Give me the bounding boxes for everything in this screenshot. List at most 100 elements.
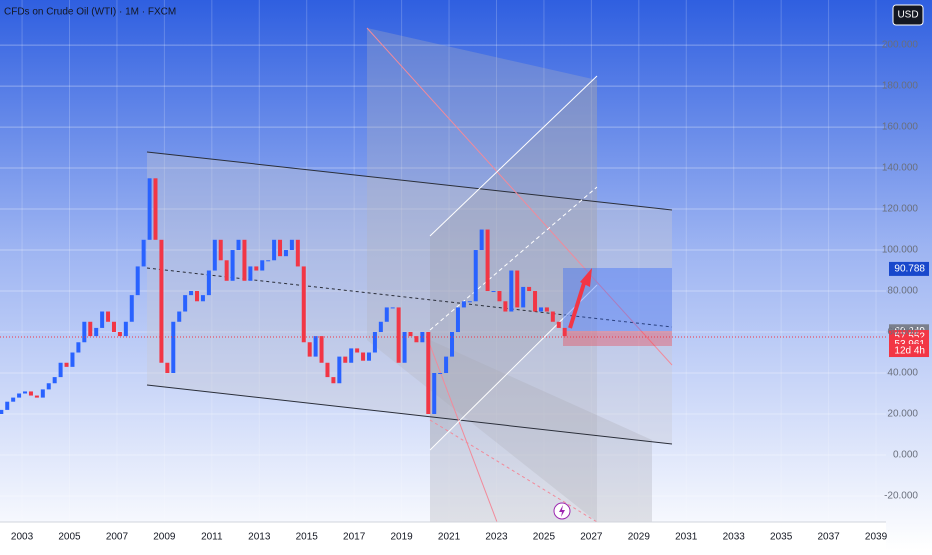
candle [556,321,561,328]
y-tick-label: 140.000 [882,163,919,174]
candle [521,286,526,308]
candle [40,389,45,398]
candle [34,395,39,398]
y-tick-label: 180.000 [882,81,919,92]
candle [503,301,508,312]
candle [349,348,354,363]
x-tick-label: 2037 [817,532,840,543]
countdown: 12d 4h [894,346,925,357]
candle [432,373,437,414]
lower-zone [430,340,652,522]
currency-label[interactable]: USD [897,10,918,21]
candle [426,332,431,414]
candle [70,352,75,367]
candle [153,178,158,240]
channel-bottom [146,384,673,445]
candle [159,239,164,363]
candle [206,270,211,296]
candle [171,321,176,374]
candle [76,342,81,353]
drawings [146,27,673,523]
candle [0,409,4,414]
candle [230,250,235,281]
candle [64,362,69,367]
candle [23,391,28,394]
currency-button[interactable] [892,4,924,26]
candle [390,307,395,309]
candle [533,291,538,312]
candle [319,336,324,363]
trend-line [429,419,598,523]
candle [307,342,312,357]
candle [224,260,229,281]
price-label-box [889,261,929,276]
x-tick-label: 2025 [533,532,556,543]
x-tick-label: 2027 [580,532,603,543]
candle [94,327,99,337]
y-tick-label: 120.000 [882,204,919,215]
candle [129,295,134,322]
candle [106,311,111,322]
candle [485,229,490,292]
candle [123,321,128,337]
candle [438,373,443,375]
x-tick-label: 2021 [438,532,461,543]
pitch-line [429,75,598,237]
candle [141,239,146,267]
candle [402,332,407,363]
candle [88,321,93,337]
x-tick-label: 2015 [296,532,319,543]
candle [420,332,425,343]
candle [289,239,294,251]
channel-top [146,151,673,211]
candle [301,266,306,343]
candle [414,336,419,343]
candle [200,295,205,302]
price-label: 57.552 [894,332,925,343]
event-bolt [559,505,565,517]
pitch-line [429,186,598,331]
candle [147,178,152,240]
price-label: 90.788 [894,264,925,275]
candle [189,291,194,296]
candle [331,377,336,384]
candle [361,352,366,361]
x-tick-label: 2035 [770,532,793,543]
candle [450,332,455,357]
arrow-head [580,268,592,287]
x-tick-label: 2039 [865,532,888,543]
x-tick-label: 2011 [201,532,223,543]
y-tick-label: 80.000 [887,286,918,297]
candle [550,311,555,322]
y-tick-label: -20.000 [884,491,918,502]
candle [100,311,105,328]
candle [444,356,449,374]
candle [46,383,51,390]
candle [337,356,342,384]
candle [355,348,360,353]
candle [295,239,300,267]
x-tick-label: 2005 [58,532,81,543]
candle [52,377,57,384]
candle [195,291,200,302]
y-tick-label: 40.000 [887,368,918,379]
candle [58,362,63,378]
candle [479,229,484,251]
candle [177,311,182,322]
pitch-zone [430,76,597,450]
candles [0,178,567,414]
candle [473,250,478,302]
y-tick-label: 20.000 [887,409,918,420]
arrow-shaft [568,279,587,329]
candle [5,401,10,410]
x-tick-label: 2017 [343,532,366,543]
candle [266,260,271,262]
trend-line [429,344,498,523]
candle [515,270,520,308]
channel-mid [146,267,673,328]
candle [313,336,318,357]
candle [467,301,472,303]
